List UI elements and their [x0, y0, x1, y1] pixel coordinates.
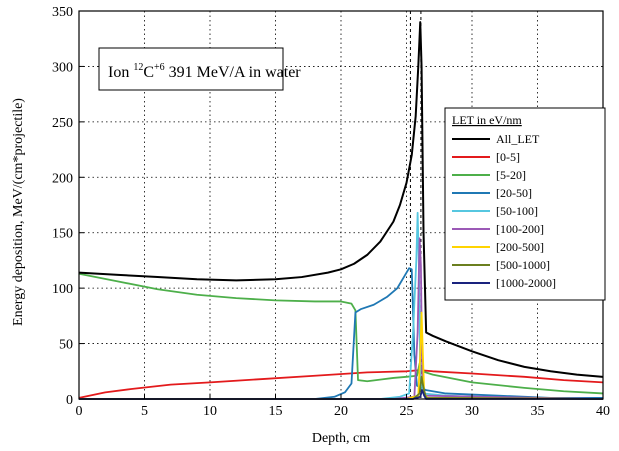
legend-entry: [100-200]: [496, 222, 544, 236]
x-tick-label: 0: [76, 404, 83, 419]
axis-ticks: 0 5 10 15 20 25 30 35 40 0 50 100 150 200 250 300 350: [52, 5, 610, 419]
annotation-text: Ion 12C+6 391 MeV/A in water: [108, 62, 301, 81]
annotation-charge: +6: [154, 62, 165, 73]
y-tick-label: 0: [66, 393, 73, 408]
x-tick-label: 40: [596, 404, 610, 419]
annotation-element: C: [143, 64, 154, 81]
y-tick-label: 200: [52, 171, 73, 186]
y-tick-label: 50: [59, 338, 73, 353]
legend-entry: [500-1000]: [496, 258, 550, 272]
annotation-mass-number: 12: [133, 62, 143, 73]
legend-entry: [0-5]: [496, 150, 520, 164]
y-tick-label: 250: [52, 116, 73, 131]
x-axis-label: Depth, cm: [312, 431, 370, 446]
y-tick-label: 300: [52, 60, 73, 75]
legend-entry: [200-500]: [496, 240, 544, 254]
x-tick-label: 35: [531, 404, 545, 419]
annotation-frame: [98, 47, 284, 91]
y-axis-label: Energy deposition, MeV/(cm*projectile): [11, 98, 26, 326]
legend-entry: [1000-2000]: [496, 276, 556, 290]
y-tick-label: 150: [52, 227, 73, 242]
vertical-markers: [409, 11, 422, 399]
series-line-20-50: [79, 267, 603, 400]
y-tick-label: 350: [52, 5, 73, 20]
x-tick-label: 20: [334, 404, 348, 419]
legend-entry: [20-50]: [496, 186, 532, 200]
legend-items: All_LET [0-5] [5-20] [20-50] [50-100] [100-20…: [452, 132, 556, 290]
annotation-suffix: 391 MeV/A in water: [165, 64, 302, 81]
series-line-all-let: [78, 21, 604, 378]
legend-entry: All_LET: [496, 132, 540, 146]
annotation-box: Ion 12C+6 391 MeV/A in water: [98, 47, 301, 91]
series-line-0-5: [78, 369, 604, 399]
annotation-prefix: Ion: [108, 64, 133, 81]
series-line-5-20: [78, 272, 604, 395]
x-tick-label: 30: [465, 404, 479, 419]
x-tick-label: 5: [141, 404, 148, 419]
legend: LET in eV/nm All_LET [0-5] [5-20] [20-50] [5…: [444, 107, 606, 301]
x-tick-label: 25: [400, 404, 414, 419]
x-tick-label: 10: [203, 404, 217, 419]
x-tick-label: 15: [269, 404, 283, 419]
legend-entry: [5-20]: [496, 168, 526, 182]
y-tick-label: 100: [52, 282, 73, 297]
legend-title: LET in eV/nm: [452, 113, 522, 127]
legend-entry: [50-100]: [496, 204, 538, 218]
